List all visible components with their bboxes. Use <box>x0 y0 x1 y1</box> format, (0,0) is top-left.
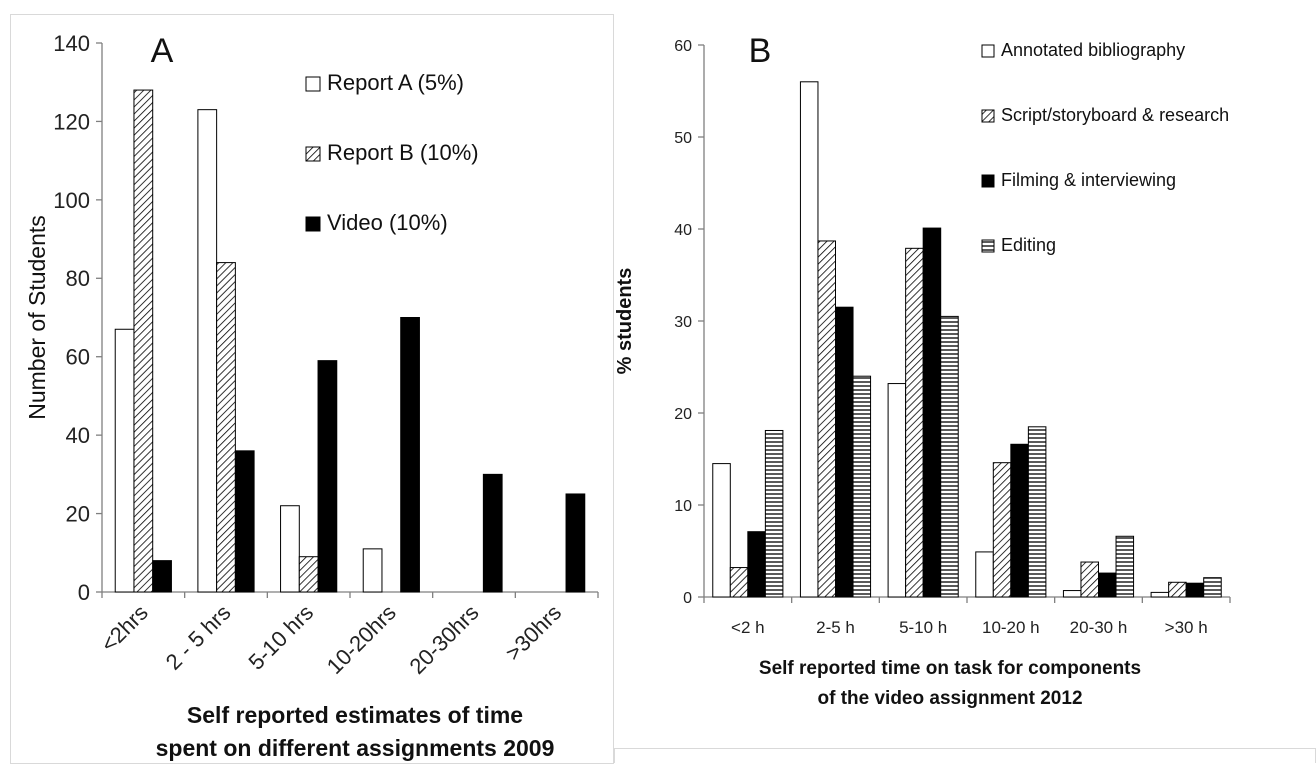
y-tick-label: 0 <box>78 580 90 605</box>
bar-filming-interviewing-20-30-h <box>1098 572 1117 598</box>
legend-swatch-report-a-5 <box>305 76 321 92</box>
y-tick-label: 80 <box>66 266 90 291</box>
bar-editing-10-20-h <box>1027 426 1047 598</box>
legend-label-script-storyboard-research: Script/storyboard & research <box>1001 105 1229 125</box>
bar-report-a-5-10-20hrs <box>362 548 383 593</box>
bar-video-10-2-5-hrs <box>234 450 255 593</box>
y-tick-label: 120 <box>53 109 90 134</box>
x-tick-label: <2hrs <box>96 600 153 657</box>
bar-report-a-5-2-5-hrs <box>197 109 218 593</box>
bar-editing-2-5-h <box>852 375 872 598</box>
x-tick-label: 10-20 h <box>982 618 1040 637</box>
x-tick-label: 2-5 h <box>816 618 855 637</box>
bar-annotated-bibliography-30-h <box>1150 591 1170 598</box>
y-axis-label: Number of Students <box>24 215 50 420</box>
x-tick-label: >30hrs <box>501 600 567 666</box>
bar-annotated-bibliography-2-h <box>712 463 731 598</box>
x-axis-label-line: spent on different assignments 2009 <box>156 735 555 761</box>
chart-panel-b: 0 10 20 30 40 50 60 <2 h 2-5 h 5-10 h 10-20 h 20-30… <box>615 0 1316 763</box>
x-tick-label: 5-10 h <box>899 618 947 637</box>
bar-annotated-bibliography-5-10-h <box>887 383 907 598</box>
bar-editing-30-h <box>1203 577 1222 598</box>
legend-label-video-10: Video (10%) <box>327 210 448 235</box>
y-tick-label: 50 <box>674 130 692 147</box>
y-axis-label: % students <box>615 268 636 375</box>
x-tick-label: 5-10 hrs <box>243 600 318 675</box>
bar-editing-2-h <box>764 429 784 598</box>
x-tick-label: 2 - 5 hrs <box>161 600 236 675</box>
bar-report-a-5-2hrs <box>114 328 135 593</box>
y-tick-label: 20 <box>66 501 90 526</box>
legend-swatch-video-10 <box>305 216 321 232</box>
x-tick-label: 20-30 h <box>1070 618 1128 637</box>
chart-a-svg: 0 20 40 60 80 100 120 140 <2hrs 2 - 5 hrs 5-10 hrs… <box>24 31 599 761</box>
bar-filming-interviewing-30-h <box>1185 582 1205 598</box>
legend-label-editing: Editing <box>1001 235 1056 255</box>
bar-filming-interviewing-10-20-h <box>1010 443 1029 598</box>
legend-swatch-annotated-bibliography <box>981 44 995 58</box>
y-tick-label: 30 <box>674 314 692 331</box>
legend-label-filming-interviewing: Filming & interviewing <box>1001 170 1176 190</box>
bar-report-b-10-2hrs <box>133 89 154 593</box>
legend-swatch-script-storyboard-research <box>981 109 995 123</box>
bar-video-10-20-30hrs <box>482 473 503 593</box>
bar-script-storyboard-research-20-30-h <box>1080 561 1100 598</box>
y-tick-label: 20 <box>674 406 692 423</box>
panel-letter: B <box>749 32 772 70</box>
bar-annotated-bibliography-10-20-h <box>975 551 994 598</box>
panel-letter: A <box>151 32 174 70</box>
legend-label-report-b-10: Report B (10%) <box>327 140 479 165</box>
x-tick-label: 20-30hrs <box>404 600 483 679</box>
bar-editing-5-10-h <box>940 315 959 598</box>
bar-script-storyboard-research-30-h <box>1168 581 1187 598</box>
bar-editing-20-30-h <box>1115 535 1135 598</box>
y-tick-label: 60 <box>66 345 90 370</box>
legend-swatch-editing <box>981 239 995 253</box>
y-tick-label: 140 <box>53 31 90 56</box>
bar-report-b-10-2-5-hrs <box>216 262 236 593</box>
bar-script-storyboard-research-10-20-h <box>992 462 1012 598</box>
bar-script-storyboard-research-5-10-h <box>905 247 924 598</box>
bar-report-b-10-5-10-hrs <box>298 556 319 593</box>
x-tick-label: 10-20hrs <box>322 600 401 679</box>
x-tick-label: >30 h <box>1165 618 1208 637</box>
x-tick-label: <2 h <box>731 618 765 637</box>
bar-video-10-2hrs <box>152 560 172 593</box>
y-tick-label: 40 <box>66 423 90 448</box>
legend-swatch-filming-interviewing <box>981 174 995 188</box>
bar-video-10-30hrs <box>565 493 586 593</box>
bar-report-a-5-5-10-hrs <box>280 505 300 593</box>
bar-script-storyboard-research-2-5-h <box>817 240 836 598</box>
legend-label-annotated-bibliography: Annotated bibliography <box>1001 40 1185 60</box>
x-axis-label-line: Self reported estimates of time <box>187 702 523 728</box>
x-axis-label-line: Self reported time on task for component… <box>759 658 1141 679</box>
legend-label-report-a-5: Report A (5%) <box>327 70 464 95</box>
chart-b-svg: 0 10 20 30 40 50 60 <2 h 2-5 h 5-10 h 10-20 h 20-30… <box>615 32 1231 709</box>
bar-annotated-bibliography-2-5-h <box>799 81 819 598</box>
y-tick-label: 0 <box>683 590 692 607</box>
bar-filming-interviewing-2-5-h <box>835 306 854 598</box>
y-tick-label: 10 <box>674 498 692 515</box>
legend-swatch-report-b-10 <box>305 146 321 162</box>
bar-script-storyboard-research-2-h <box>729 567 749 598</box>
bar-filming-interviewing-5-10-h <box>922 227 942 598</box>
y-tick-label: 100 <box>53 188 90 213</box>
x-axis-label-line: of the video assignment 2012 <box>817 688 1082 709</box>
bar-filming-interviewing-2-h <box>747 531 766 598</box>
chart-panel-a: 0 20 40 60 80 100 120 140 <2hrs 2 - 5 hrs 5-10 hrs… <box>0 0 620 763</box>
bar-video-10-10-20hrs <box>400 317 420 593</box>
bar-annotated-bibliography-20-30-h <box>1062 590 1082 598</box>
y-tick-label: 60 <box>674 38 692 55</box>
y-tick-label: 40 <box>674 222 692 239</box>
bar-video-10-5-10-hrs <box>317 360 338 593</box>
